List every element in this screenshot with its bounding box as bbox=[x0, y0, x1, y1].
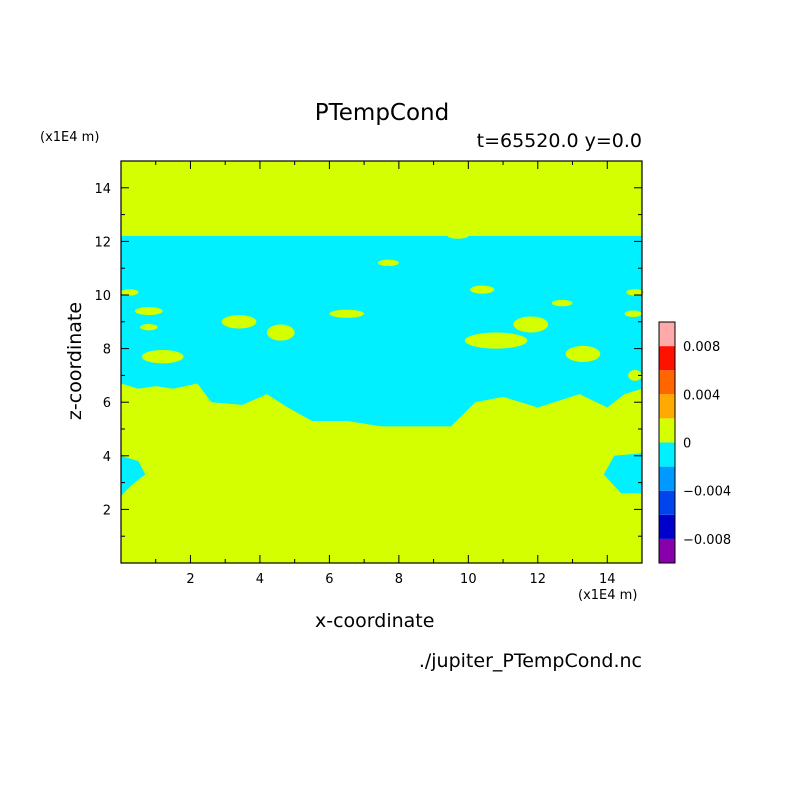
field-patch-2 bbox=[134, 307, 163, 316]
footer-filename: ./jupiter_PTempCond.nc bbox=[418, 650, 642, 672]
y-tick-label-2: 2 bbox=[103, 503, 111, 518]
field-patch-7 bbox=[464, 332, 528, 349]
colorbar-swatch-8 bbox=[659, 346, 675, 371]
y-tick-label-12: 12 bbox=[94, 235, 111, 250]
field-patch-3 bbox=[121, 289, 139, 296]
subtitle: t=65520.0 y=0.0 bbox=[476, 130, 642, 152]
y-tick-label-6: 6 bbox=[103, 396, 111, 411]
field-patch-6 bbox=[329, 309, 365, 318]
y-tick-label-8: 8 bbox=[103, 343, 111, 358]
field-patch-8 bbox=[513, 316, 549, 333]
field-patch-10 bbox=[551, 299, 573, 307]
field-patch-17 bbox=[447, 233, 469, 239]
colorbar-swatch-9 bbox=[659, 322, 675, 347]
field-patch-9 bbox=[470, 285, 495, 294]
x-unit-label: (x1E4 m) bbox=[578, 588, 638, 603]
plot-frame bbox=[120, 160, 643, 564]
colorbar-swatch-4 bbox=[659, 442, 675, 467]
field-patch-4 bbox=[221, 315, 257, 329]
colorbar-swatch-2 bbox=[659, 490, 675, 515]
field-patch-0 bbox=[141, 349, 184, 364]
field-patch-16 bbox=[350, 230, 372, 237]
y-tick-label-4: 4 bbox=[103, 450, 111, 465]
colorbar-swatch-1 bbox=[659, 514, 675, 539]
field-patch-14 bbox=[628, 370, 642, 381]
x-tick-label-4: 4 bbox=[256, 572, 264, 587]
colorbar-swatch-5 bbox=[659, 418, 675, 443]
field-patch-15 bbox=[378, 259, 399, 267]
field-patch-13 bbox=[624, 310, 642, 317]
x-tick-label-2: 2 bbox=[186, 572, 194, 587]
colorbar-swatch-3 bbox=[659, 466, 675, 491]
x-tick-label-10: 10 bbox=[460, 572, 477, 587]
colorbar-swatch-6 bbox=[659, 394, 675, 419]
y-unit-label: (x1E4 m) bbox=[40, 130, 100, 145]
title: PTempCond bbox=[314, 100, 450, 126]
x-axis-label: x-coordinate bbox=[315, 610, 435, 632]
colorbar-tick-label-2: 0 bbox=[683, 437, 691, 452]
field-patch-11 bbox=[565, 345, 601, 362]
x-tick-label-12: 12 bbox=[530, 572, 547, 587]
field-blob-right bbox=[603, 453, 642, 494]
x-tick-label-6: 6 bbox=[325, 572, 333, 587]
y-tick-label-10: 10 bbox=[94, 289, 111, 304]
y-tick-label-14: 14 bbox=[94, 182, 111, 197]
colorbar-swatch-0 bbox=[659, 538, 675, 563]
colorbar-frame bbox=[658, 321, 676, 564]
colorbar-swatch-7 bbox=[659, 370, 675, 395]
field-patch-1 bbox=[140, 323, 158, 331]
x-tick-label-14: 14 bbox=[599, 572, 616, 587]
colorbar-tick-label-4: −0.008 bbox=[683, 533, 731, 548]
field-blob-left bbox=[121, 455, 146, 496]
field-negative-band bbox=[121, 236, 642, 427]
x-tick-label-8: 8 bbox=[395, 572, 403, 587]
field-patch-5 bbox=[266, 324, 295, 341]
field-patch-12 bbox=[626, 289, 644, 296]
colorbar-tick-label-3: −0.004 bbox=[683, 485, 731, 500]
colorbar-tick-label-1: 0.004 bbox=[683, 388, 720, 403]
colorbar-tick-label-0: 0.008 bbox=[683, 340, 720, 355]
